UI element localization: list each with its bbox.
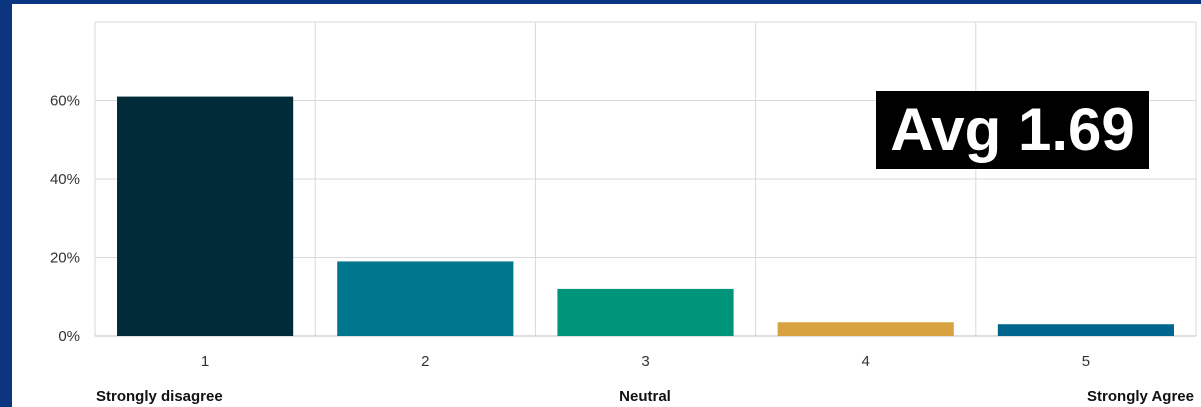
scale-label-high: Strongly Agree — [1087, 388, 1194, 405]
bar-3 — [557, 288, 734, 336]
bar-1 — [117, 96, 294, 336]
y-tick-label: 20% — [50, 250, 80, 267]
y-axis: 0% 20% 40% 60% — [50, 93, 80, 346]
bar-series — [117, 96, 1174, 336]
bar-2 — [337, 261, 514, 336]
x-tick-label: 1 — [201, 353, 209, 370]
x-tick-label: 5 — [1082, 353, 1090, 370]
scale-label-low: Strongly disagree — [96, 388, 223, 405]
y-tick-label: 0% — [58, 328, 80, 345]
x-tick-label: 3 — [641, 353, 649, 370]
scale-label-mid: Neutral — [619, 388, 671, 405]
x-tick-label: 2 — [421, 353, 429, 370]
bar-4 — [777, 322, 954, 336]
average-badge: Avg 1.69 — [876, 91, 1149, 169]
y-tick-label: 60% — [50, 93, 80, 110]
y-tick-label: 40% — [50, 171, 80, 188]
x-tick-label: 4 — [862, 353, 870, 370]
bar-5 — [997, 324, 1174, 336]
x-axis: 1 2 3 4 5 — [201, 353, 1090, 370]
